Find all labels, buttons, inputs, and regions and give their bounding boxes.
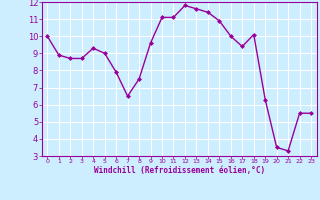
- X-axis label: Windchill (Refroidissement éolien,°C): Windchill (Refroidissement éolien,°C): [94, 166, 265, 175]
